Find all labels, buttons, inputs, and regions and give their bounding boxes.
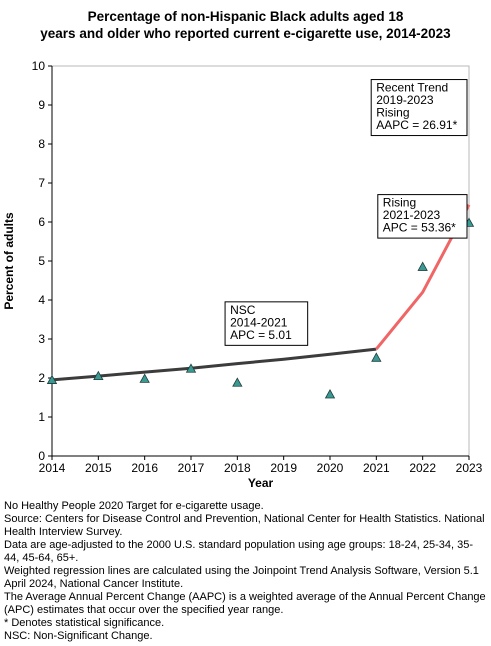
- footnote-age-adjustment: Data are age-adjusted to the 2000 U.S. s…: [4, 539, 474, 564]
- footnote-source: Source: Centers for Disease Control and …: [4, 513, 485, 538]
- footnotes: No Healthy People 2020 Target for e-ciga…: [4, 500, 488, 643]
- chart-title: Percentage of non-Hispanic Black adults …: [0, 8, 491, 42]
- footnote-aapc: The Average Annual Percent Change (AAPC)…: [4, 591, 486, 616]
- x-tick-label: 2014: [39, 461, 66, 475]
- annotation-box-3: [370, 79, 468, 137]
- x-tick-label: 2019: [270, 461, 297, 475]
- y-tick-label: 5: [38, 254, 45, 268]
- x-tick-label: 2018: [224, 461, 251, 475]
- y-axis-label: Percent of adults: [2, 212, 16, 310]
- footnote-regression: Weighted regression lines are calculated…: [4, 565, 479, 590]
- footnote-significance: * Denotes statistical significance.: [4, 617, 165, 629]
- y-tick-label: 1: [38, 410, 45, 424]
- y-tick-label: 2: [38, 371, 45, 385]
- data-point-2014: [46, 374, 58, 384]
- annotation-text: APC = 53.36*: [383, 221, 456, 235]
- y-tick-label: 7: [38, 176, 45, 190]
- data-point-2017: [185, 363, 197, 373]
- y-tick-label: 9: [38, 98, 45, 112]
- data-point-2021: [371, 352, 382, 362]
- annotation-text: 2021-2023: [383, 208, 441, 222]
- footnote-nsc: NSC: Non-Significant Change.: [4, 630, 153, 642]
- y-tick-label: 4: [38, 293, 45, 307]
- x-tick-label: 2020: [317, 461, 344, 475]
- annotation-text: Rising: [376, 106, 409, 120]
- y-tick-label: 8: [38, 137, 45, 151]
- data-point-2016: [139, 373, 150, 383]
- annotation-box-2: [377, 194, 468, 239]
- x-tick-label: 2017: [178, 461, 205, 475]
- data-point-2015: [93, 370, 104, 381]
- x-tick-label: 2022: [409, 461, 436, 475]
- footnote-target: No Healthy People 2020 Target for e-ciga…: [4, 500, 264, 512]
- trend-line-1: [51, 347, 377, 382]
- x-tick-label: 2015: [85, 461, 112, 475]
- annotation-box-1: [224, 301, 309, 346]
- annotation-text: 2019-2023: [376, 93, 434, 107]
- x-tick-label: 2021: [363, 461, 390, 475]
- x-tick-label: 2023: [456, 461, 483, 475]
- y-tick-label: 10: [32, 59, 46, 73]
- x-axis-label: Year: [248, 476, 274, 490]
- chart-title-line-2: years and older who reported current e-c…: [40, 26, 451, 41]
- annotation-text: 2014-2021: [230, 315, 288, 329]
- data-point-2022: [417, 261, 428, 271]
- annotation-text: NSC: [230, 303, 256, 317]
- data-point-2020: [324, 389, 336, 399]
- y-tick-label: 6: [38, 215, 45, 229]
- chart-plot: 0 1 2 3 4 5 6 7 8 9 10 2014 2015 2016 2017 2018 2019 2020…: [2, 59, 483, 490]
- y-tick-label: 3: [38, 332, 45, 346]
- x-tick-label: 2016: [131, 461, 158, 475]
- annotation-text: Recent Trend: [376, 81, 448, 95]
- annotation-text: APC = 5.01: [230, 328, 292, 342]
- annotation-text: Rising: [383, 196, 416, 210]
- chart-title-line-1: Percentage of non-Hispanic Black adults …: [87, 9, 404, 24]
- annotation-text: AAPC = 26.91*: [376, 118, 457, 132]
- y-tick-label: 0: [38, 449, 45, 463]
- data-point-2018: [232, 377, 243, 387]
